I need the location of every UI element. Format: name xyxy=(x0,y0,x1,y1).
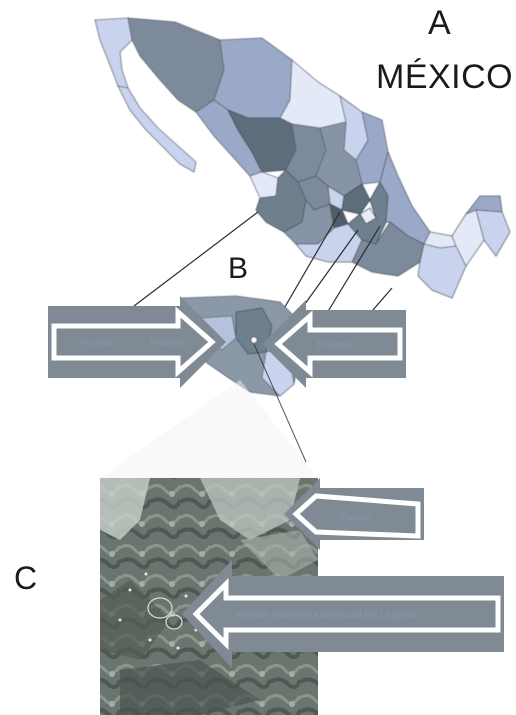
state-hidalgo xyxy=(341,183,371,215)
panel-b-left-arrow-text-1: Puebla xyxy=(80,338,112,349)
state-nayarit xyxy=(249,171,279,199)
panel-b-right-arrow xyxy=(262,300,406,388)
panel-a-label: A xyxy=(428,4,451,42)
panel-b-left-arrow-text-2: Hidalgo xyxy=(150,338,184,349)
state-baja-california xyxy=(94,17,133,89)
panel-c-lower-arrow-text: Parque Nacional Xicoténcatl las Lagunas xyxy=(236,610,418,621)
state-quintana-roo xyxy=(475,209,511,257)
panel-b-map xyxy=(181,295,301,397)
connector-lines-a-b xyxy=(133,211,393,323)
connector-lines-b-c xyxy=(253,343,307,463)
panel-b-left-arrow xyxy=(48,296,226,388)
panel-b-label: B xyxy=(228,252,249,285)
panel-c-lower-arrow xyxy=(182,560,504,668)
state-chihuahua xyxy=(213,37,293,119)
panel-c-label: C xyxy=(14,560,38,596)
panel-c-upper-arrow xyxy=(284,478,424,550)
park-location-dot xyxy=(250,336,258,344)
mexico-map xyxy=(94,17,511,299)
lagoon-1 xyxy=(147,597,173,619)
lagoon-2 xyxy=(165,614,183,630)
state-yucatan xyxy=(464,195,503,215)
panel-c-upper-arrow-text: Parque xyxy=(340,512,373,523)
state-tamaulipas xyxy=(355,111,389,185)
country-label: MÉXICO xyxy=(376,58,514,96)
state-sonora xyxy=(127,17,225,113)
state-baja-california-sur xyxy=(117,85,197,173)
panel-b-right-arrow-text: Tlaxcala xyxy=(316,340,354,351)
zoom-cone xyxy=(100,380,318,478)
state-oaxaca xyxy=(351,221,425,277)
